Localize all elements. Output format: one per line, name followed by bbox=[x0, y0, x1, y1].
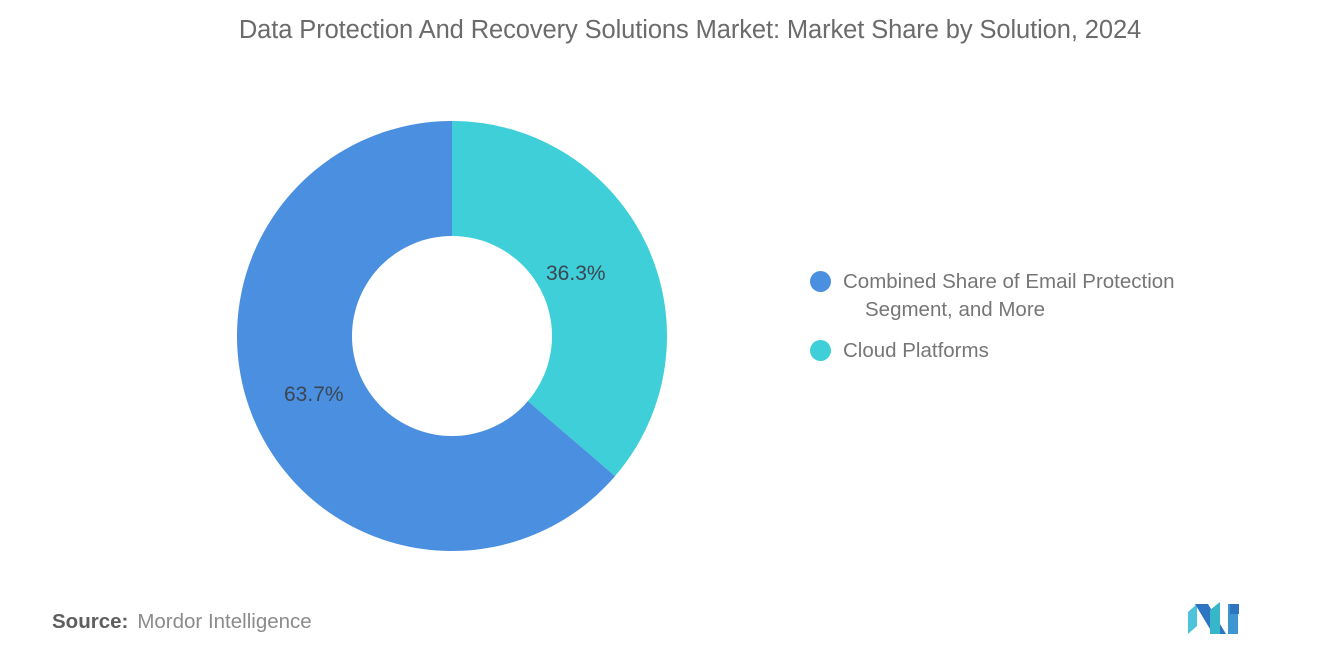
mordor-intelligence-logo-icon bbox=[1186, 600, 1248, 640]
legend-swatch-icon-cloud-platforms bbox=[810, 340, 831, 361]
donut-hole bbox=[352, 236, 552, 436]
source-attribution: Source: Mordor Intelligence bbox=[52, 610, 312, 634]
legend-item-cloud-platforms[interactable]: Cloud Platforms bbox=[810, 337, 1230, 365]
chart-legend: Combined Share of Email Protection Segme… bbox=[810, 268, 1230, 378]
donut-slice-cloud-platforms[interactable] bbox=[452, 121, 667, 477]
donut-svg bbox=[237, 121, 667, 551]
source-value: Mordor Intelligence bbox=[137, 610, 312, 633]
legend-swatch-icon-combined-share bbox=[810, 271, 831, 292]
donut-chart bbox=[237, 121, 667, 551]
slice-label-cloud-platforms: 36.3% bbox=[546, 262, 606, 285]
legend-label-combined-share: Combined Share of Email Protection Segme… bbox=[843, 268, 1175, 324]
source-label: Source: bbox=[52, 610, 129, 633]
slice-label-combined-share: 63.7% bbox=[284, 383, 344, 406]
legend-item-combined-share[interactable]: Combined Share of Email Protection Segme… bbox=[810, 268, 1230, 324]
legend-label-cloud-platforms: Cloud Platforms bbox=[843, 339, 989, 362]
chart-title: Data Protection And Recovery Solutions M… bbox=[238, 16, 1142, 44]
legend-label-combined-share-line2: Segment, and More bbox=[865, 298, 1046, 321]
logo-svg bbox=[1188, 602, 1239, 634]
legend-label-combined-share-line1: Combined Share of Email Protection bbox=[843, 270, 1175, 293]
